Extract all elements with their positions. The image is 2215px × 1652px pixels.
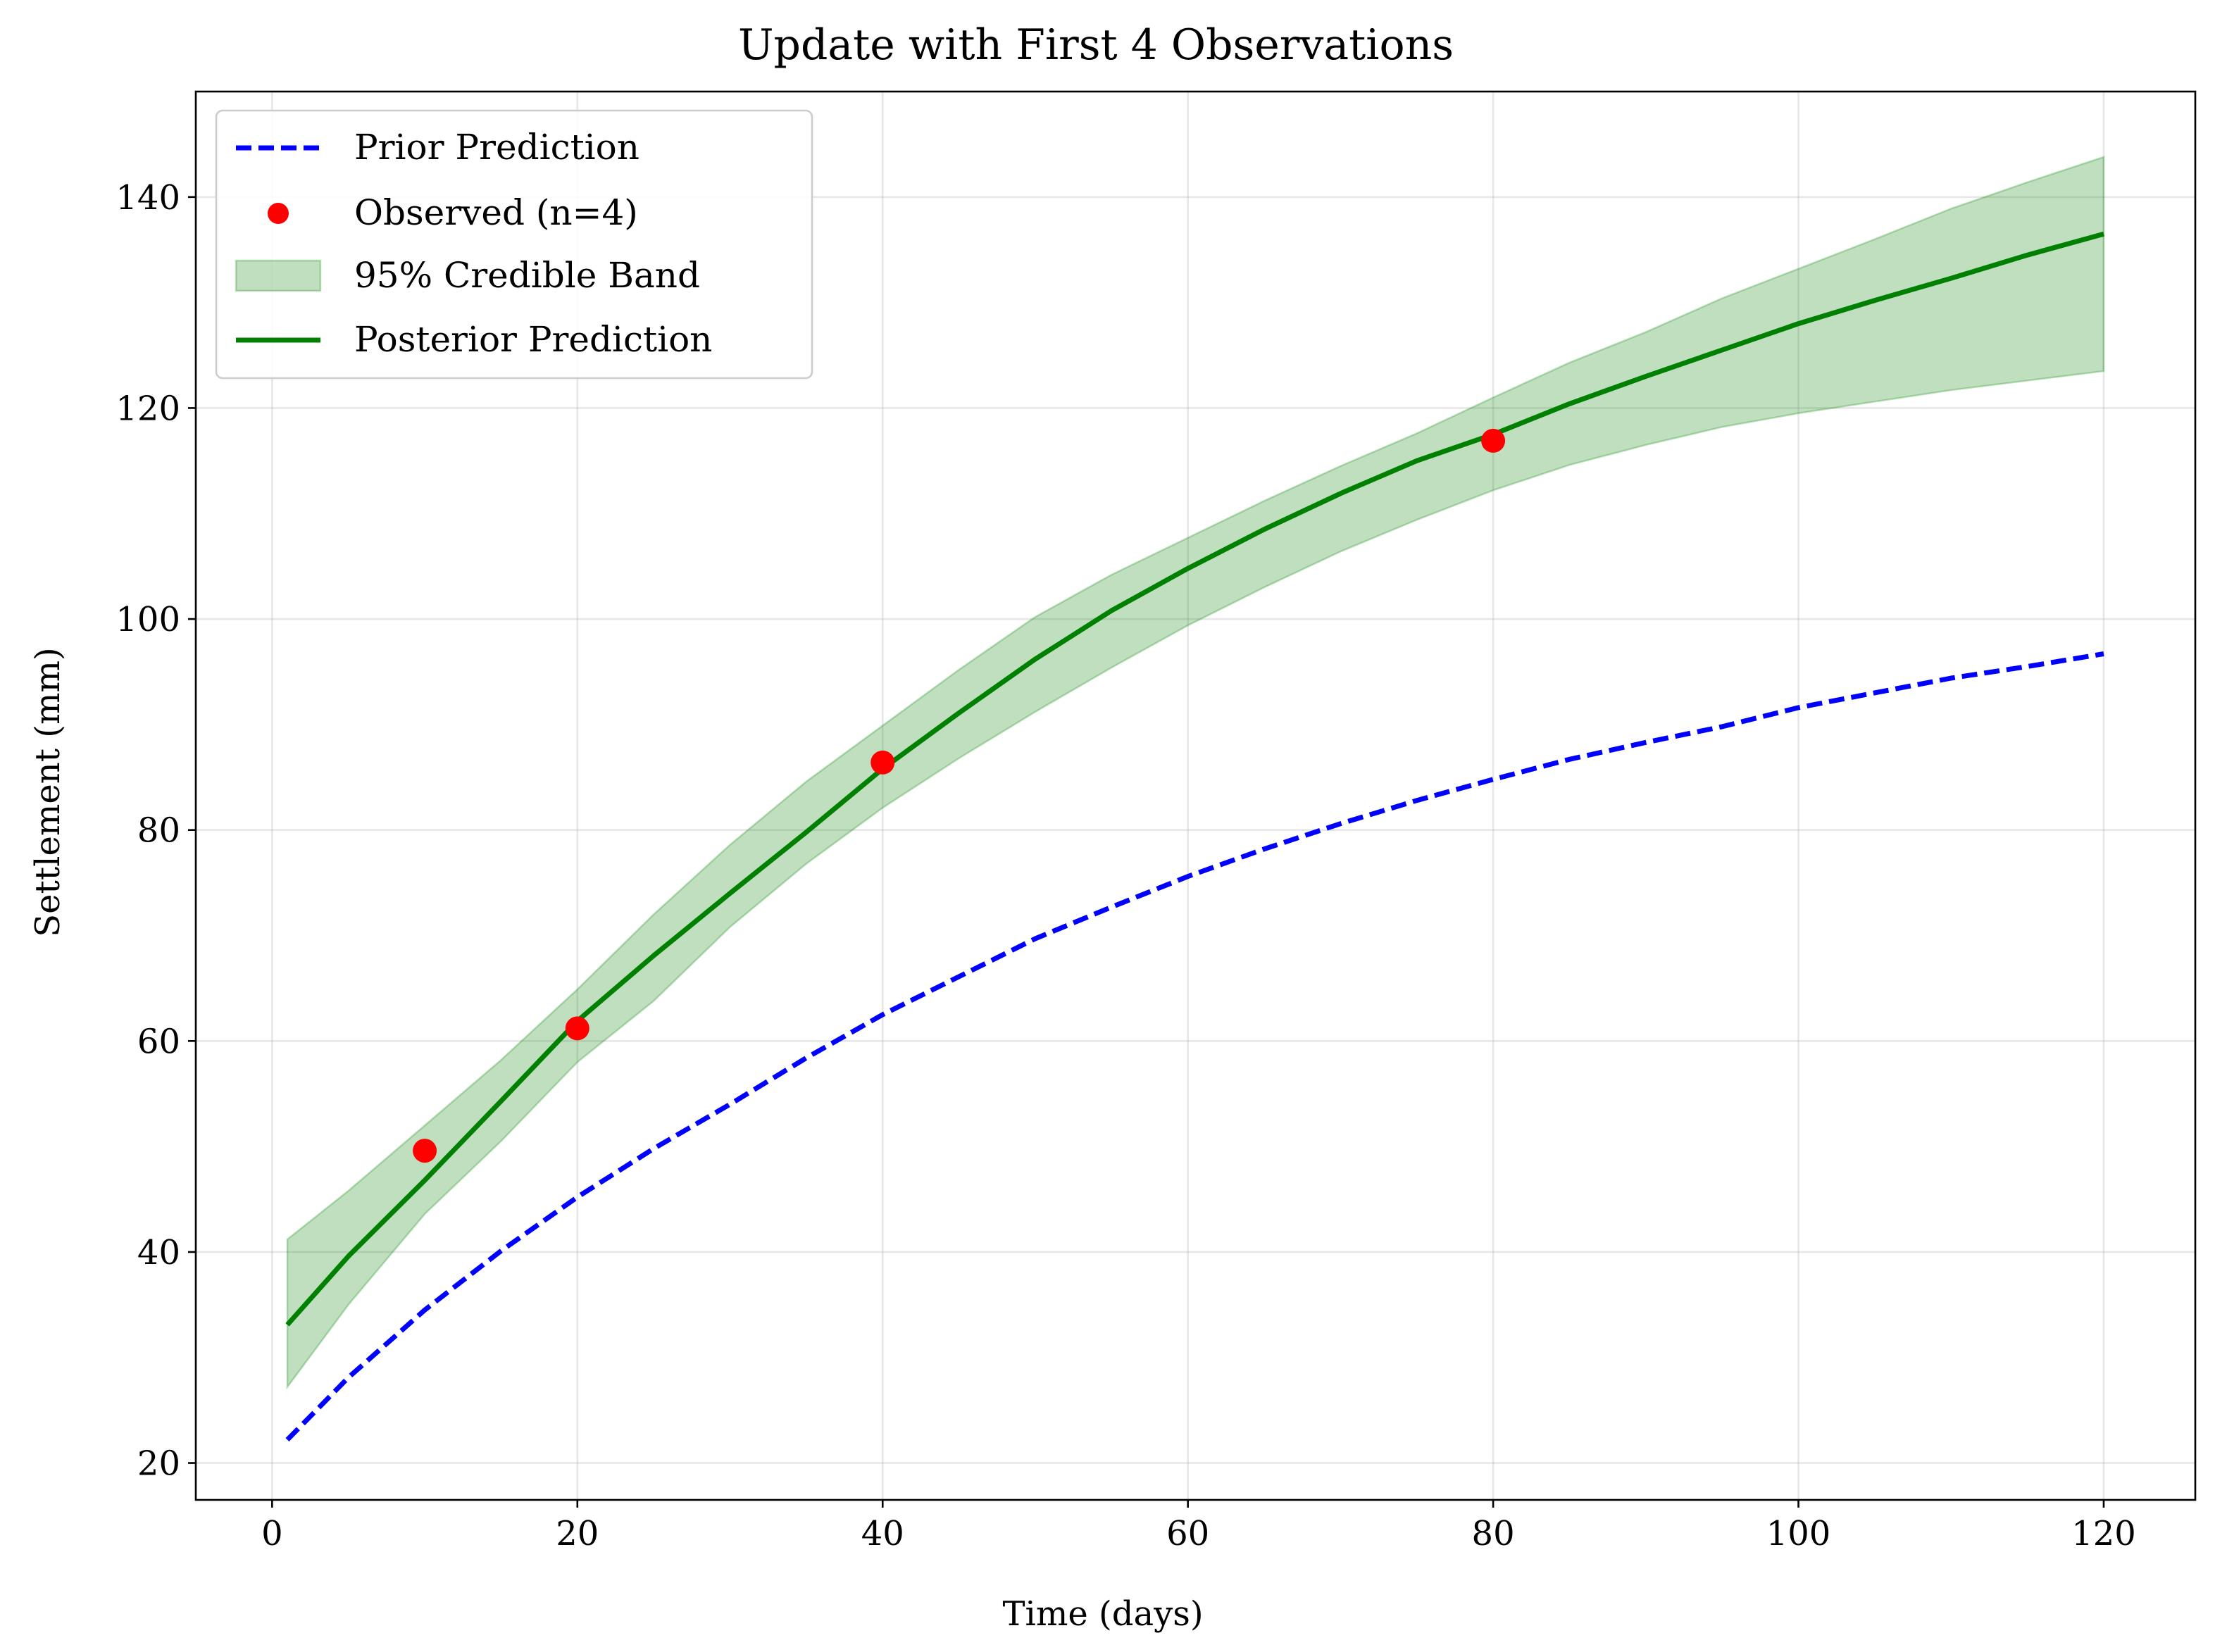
- marker-layer: [413, 428, 1506, 1163]
- x-tick-label: 120: [2071, 1514, 2136, 1553]
- legend-prior-label: Prior Prediction: [354, 127, 639, 168]
- x-tick-label: 20: [556, 1514, 599, 1553]
- prior-prediction-line: [285, 651, 2104, 1442]
- legend-observed-label: Observed (n=4): [354, 192, 638, 233]
- tick-layer: 0 20 40 60 80 100 120 20 40 60 80 100 120 140: [116, 178, 2135, 1553]
- legend-frame: [215, 109, 813, 380]
- observed-point: [1481, 428, 1506, 453]
- legend-posterior-label: Posterior Prediction: [354, 319, 712, 360]
- plot-frame: [194, 90, 2197, 1501]
- legend-band-label: 95% Credible Band: [354, 255, 700, 296]
- y-tick-label: 120: [116, 389, 180, 428]
- legend-observed-swatch: [268, 203, 289, 224]
- y-tick-label: 40: [137, 1233, 180, 1272]
- x-tick-label: 60: [1166, 1514, 1209, 1553]
- observed-point: [565, 1016, 589, 1041]
- y-tick-label: 60: [137, 1022, 180, 1061]
- x-tick-label: 80: [1472, 1514, 1515, 1553]
- observed-point: [413, 1139, 437, 1163]
- band-layer: [286, 156, 2105, 1390]
- y-axis-label: Settlement (mm): [28, 647, 68, 937]
- x-tick-label: 40: [861, 1514, 904, 1553]
- y-tick-label: 20: [137, 1444, 180, 1484]
- x-axis-label: Time (days): [1002, 1594, 1203, 1634]
- legend-band-swatch: [235, 259, 322, 292]
- legend: Prior Prediction Observed (n=4) 95% Cred…: [215, 109, 813, 380]
- y-tick-label: 140: [116, 178, 180, 218]
- grid-layer: [196, 92, 2195, 1500]
- y-tick-label: 80: [137, 811, 180, 851]
- credible-band-area: [286, 156, 2105, 1390]
- y-tick-label: 100: [116, 600, 180, 639]
- x-tick-label: 0: [261, 1514, 283, 1553]
- chart-title: Update with First 4 Observations: [738, 20, 1454, 70]
- x-tick-label: 100: [1766, 1514, 1831, 1553]
- observed-point: [871, 750, 895, 775]
